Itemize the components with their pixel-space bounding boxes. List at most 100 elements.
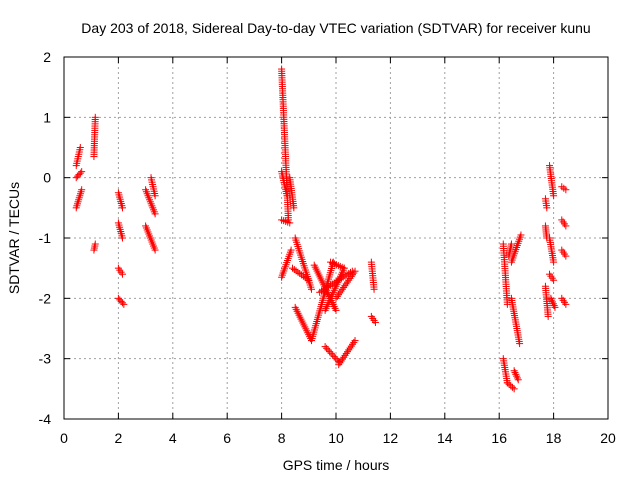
data-point	[335, 291, 343, 299]
data-point	[76, 169, 84, 177]
x-tick-label: 6	[223, 430, 231, 446]
data-point	[151, 192, 159, 200]
data-point	[513, 372, 521, 380]
x-tick-label: 12	[383, 430, 399, 446]
data-point	[333, 293, 341, 301]
data-point	[329, 351, 337, 359]
y-tick-label: -2	[39, 290, 52, 306]
data-point	[517, 231, 525, 239]
x-axis-title: GPS time / hours	[283, 457, 390, 473]
data-point	[286, 219, 294, 227]
data-series	[72, 65, 570, 393]
data-point	[549, 298, 557, 306]
data-point	[371, 318, 379, 326]
data-point	[91, 240, 99, 248]
data-point	[303, 275, 311, 283]
data-point	[508, 383, 516, 391]
data-point	[299, 272, 307, 280]
x-tick-label: 14	[437, 430, 453, 446]
data-point	[294, 268, 302, 276]
data-point	[550, 276, 558, 284]
data-point	[505, 380, 513, 388]
data-point	[351, 337, 359, 345]
y-tick-label: -4	[39, 411, 52, 427]
data-point	[345, 276, 353, 284]
data-point	[78, 186, 86, 194]
data-point	[151, 210, 159, 218]
data-point	[118, 234, 126, 242]
data-point	[340, 283, 348, 291]
data-point	[346, 274, 354, 282]
data-point	[514, 376, 522, 384]
data-point	[503, 379, 511, 387]
data-point	[308, 285, 316, 293]
data-point	[321, 285, 329, 293]
data-point	[327, 349, 335, 357]
data-point	[317, 287, 325, 295]
data-point	[507, 382, 515, 390]
data-point	[324, 346, 332, 354]
data-point	[326, 348, 334, 356]
data-point	[513, 374, 521, 382]
data-point	[120, 300, 128, 308]
y-tick-label: 2	[43, 49, 51, 65]
y-tick-label: 0	[43, 170, 51, 186]
data-point	[511, 369, 519, 377]
data-point	[332, 306, 340, 314]
data-point	[548, 296, 556, 304]
data-point	[549, 300, 557, 308]
data-point	[151, 246, 159, 254]
data-point	[339, 273, 347, 281]
data-point	[78, 168, 86, 176]
data-point	[550, 302, 558, 310]
data-point	[325, 282, 333, 290]
data-point	[562, 186, 570, 194]
data-point	[298, 271, 306, 279]
data-point	[341, 282, 349, 290]
data-point	[323, 344, 331, 352]
data-point	[330, 279, 338, 287]
data-point	[328, 280, 336, 288]
data-point	[510, 367, 518, 375]
y-axis-title: SDTVAR / TECUs	[6, 182, 22, 294]
data-point	[336, 289, 344, 297]
data-point	[547, 294, 555, 302]
data-point	[118, 299, 126, 307]
y-tick-label: -1	[39, 230, 52, 246]
data-point	[562, 222, 570, 230]
x-tick-label: 10	[328, 430, 344, 446]
data-point	[287, 246, 295, 254]
data-point	[332, 354, 340, 362]
x-tick-label: 18	[546, 430, 562, 446]
axis-ticks	[63, 56, 609, 420]
x-tick-label: 2	[115, 430, 123, 446]
data-point	[341, 272, 349, 280]
x-tick-label: 8	[278, 430, 286, 446]
data-point	[305, 276, 313, 284]
data-point	[118, 270, 126, 278]
data-point	[370, 285, 378, 293]
data-point	[283, 192, 291, 200]
data-point	[550, 192, 558, 200]
data-point	[334, 277, 342, 285]
data-point	[118, 204, 126, 212]
x-tick-label: 4	[169, 430, 177, 446]
data-point	[332, 278, 340, 286]
data-point	[288, 264, 296, 272]
data-point	[347, 273, 355, 281]
data-point	[343, 278, 351, 286]
data-point	[551, 303, 559, 311]
data-point	[340, 264, 348, 272]
y-tick-label: 1	[43, 109, 51, 125]
data-point	[507, 240, 515, 248]
data-point	[510, 385, 518, 393]
data-point	[332, 294, 340, 302]
data-point	[316, 288, 324, 296]
data-point	[301, 274, 309, 282]
x-tick-label: 20	[600, 430, 616, 446]
data-point	[296, 270, 304, 278]
data-point	[342, 280, 350, 288]
data-point	[327, 281, 335, 289]
